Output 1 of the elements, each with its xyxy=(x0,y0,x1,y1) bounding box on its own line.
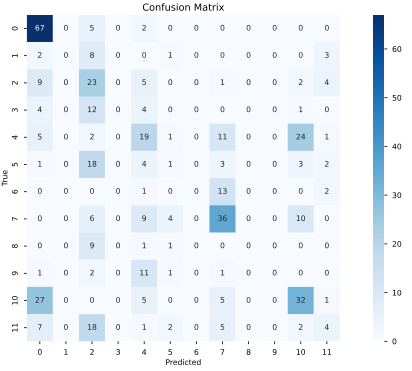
chart-title: Confusion Matrix xyxy=(142,3,224,11)
